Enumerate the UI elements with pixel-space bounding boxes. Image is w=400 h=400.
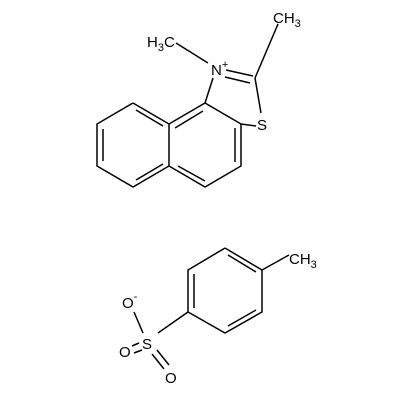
charge: - [134, 291, 138, 303]
ring [187, 247, 263, 334]
bond [151, 353, 165, 370]
subscript: 3 [295, 18, 301, 30]
double-bond [135, 109, 164, 127]
atom-label: O [119, 344, 131, 361]
bond [204, 77, 214, 104]
atom-symbol: C [164, 34, 175, 51]
ring [168, 102, 242, 188]
atom-label: O [165, 370, 177, 387]
bond [225, 69, 254, 77]
atom-label: H3C [147, 34, 175, 54]
atom-label: CH3 [289, 251, 317, 271]
bond [175, 42, 209, 64]
atom-symbol: CH [289, 251, 311, 268]
bond [157, 311, 189, 334]
double-bond [177, 165, 206, 182]
bond [261, 254, 290, 271]
charge: + [222, 59, 228, 71]
atom-symbol: CH [273, 10, 295, 27]
bond [156, 349, 170, 366]
atom-symbol: O [122, 295, 134, 312]
bond [254, 77, 262, 114]
double-bond [227, 309, 257, 327]
subscript: 3 [311, 259, 317, 271]
bond [240, 123, 257, 127]
bond [133, 349, 143, 354]
bond [133, 311, 144, 334]
double-bond [174, 110, 204, 129]
atom-label: N+ [211, 59, 228, 79]
atom-label: CH3 [273, 10, 301, 30]
ring [96, 102, 170, 188]
atom-label: O- [122, 291, 138, 312]
double-bond [227, 254, 257, 273]
bond [254, 23, 279, 79]
bonds [96, 23, 290, 370]
subscript: 3 [158, 42, 164, 54]
double-bond [135, 163, 164, 181]
atom-symbol: H [147, 34, 158, 51]
atom-label: S [142, 336, 152, 353]
atom-symbol: N [211, 62, 222, 79]
atom-labels: H3C N+ CH3 S CH3 O- S O O [119, 10, 317, 387]
atom-label: S [257, 117, 267, 134]
bond [131, 342, 140, 347]
double-bond [224, 76, 251, 84]
